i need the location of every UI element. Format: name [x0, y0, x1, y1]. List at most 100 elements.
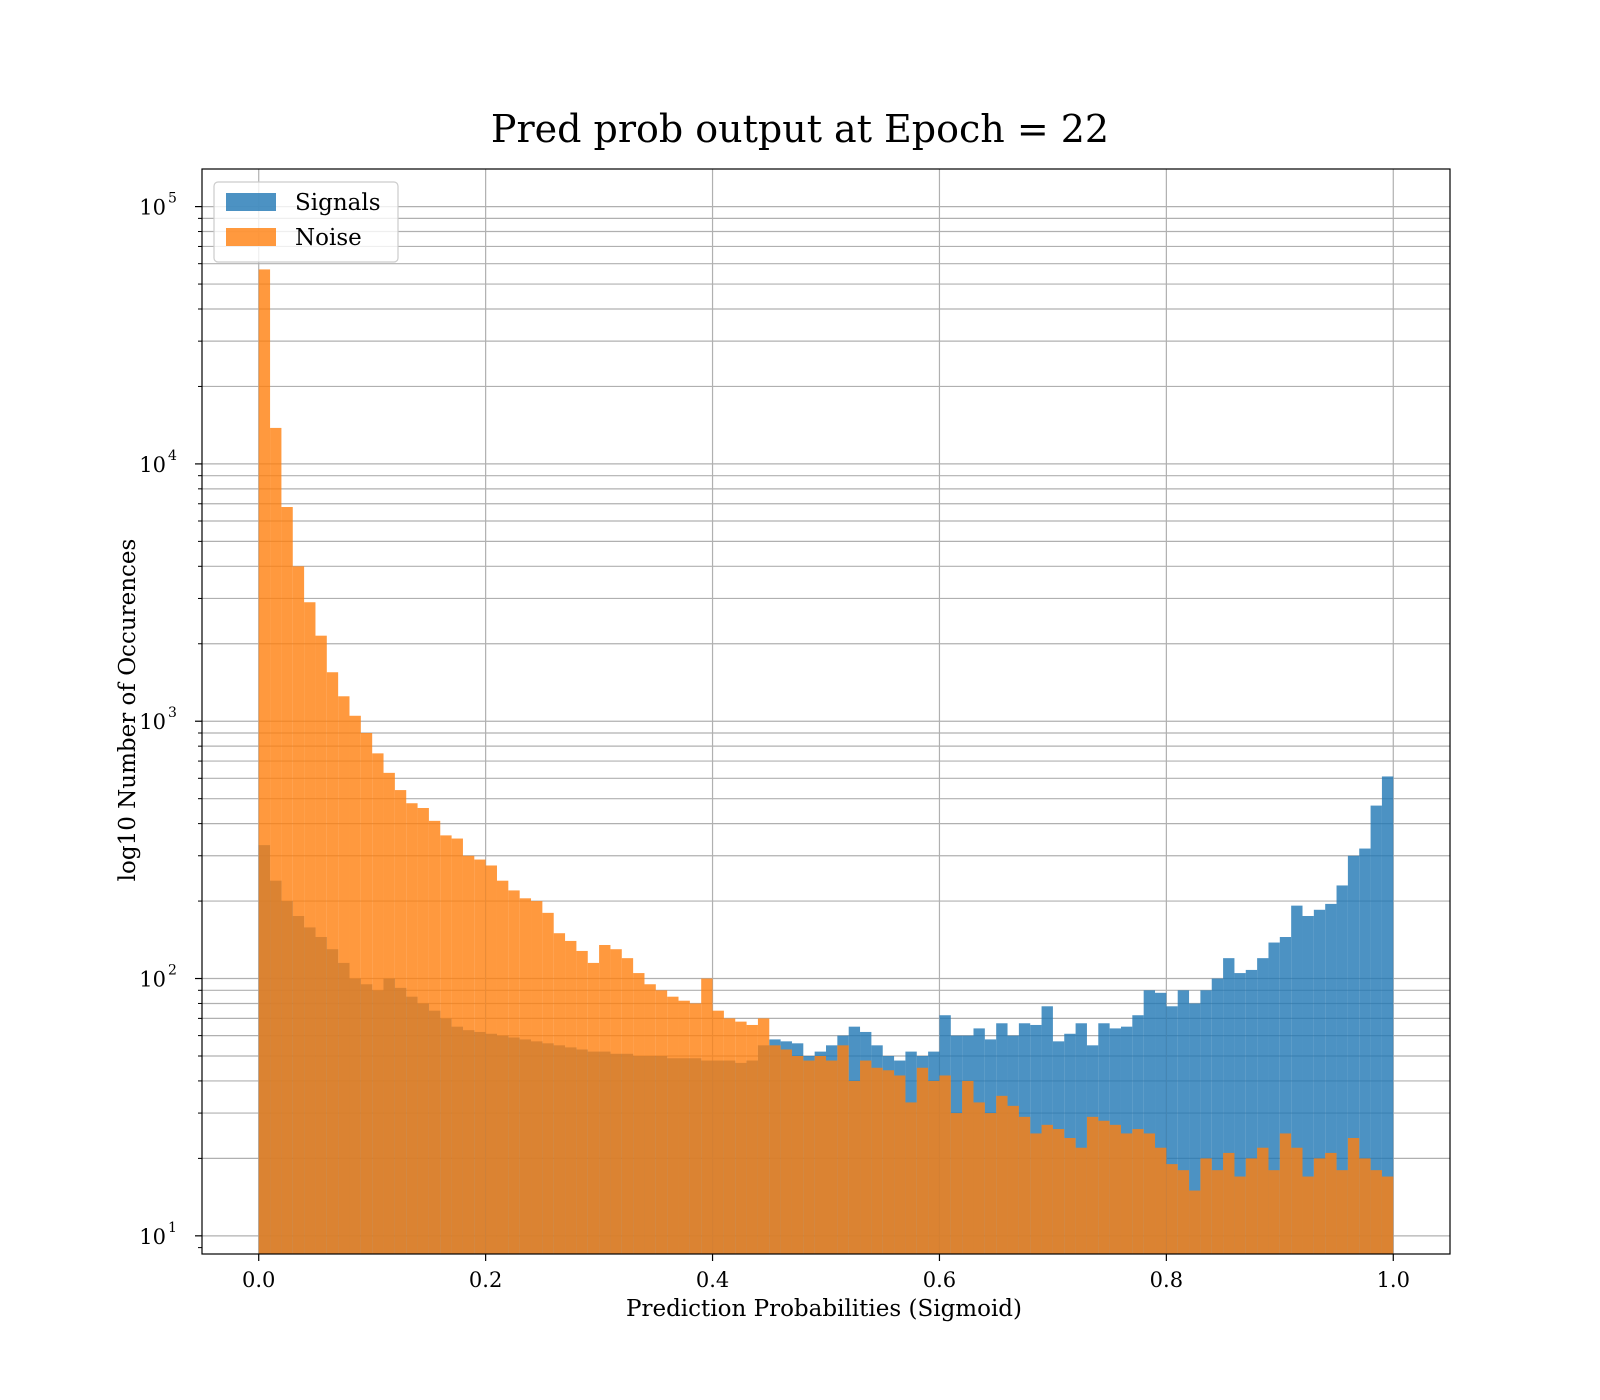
noise-bar — [1177, 1170, 1190, 1254]
noise-bar — [1325, 1152, 1337, 1254]
signals-bar — [1189, 1003, 1201, 1254]
noise-bar — [553, 933, 566, 1254]
x-tick-label: 0.0 — [242, 1268, 275, 1292]
plot-frame — [201, 168, 1451, 1255]
signals-bar — [1155, 992, 1167, 1254]
legend: Signals Noise — [213, 181, 399, 263]
noise-bar — [440, 835, 452, 1254]
signals-bar — [1166, 1006, 1178, 1254]
noise-bar — [474, 859, 486, 1254]
noise-bar — [576, 950, 588, 1254]
noise-bar — [542, 912, 554, 1254]
noise-bar — [689, 1003, 702, 1254]
noise-bar — [349, 715, 361, 1254]
signals-bar — [1075, 1023, 1087, 1254]
signals-bar — [1325, 903, 1337, 1254]
legend-swatch-noise — [226, 228, 276, 246]
noise-bar — [928, 1080, 940, 1254]
noise-bar — [621, 958, 634, 1254]
y-tick-label: 10 — [139, 453, 166, 477]
noise-bar — [1086, 1116, 1099, 1254]
noise-bar — [326, 672, 339, 1254]
noise-bar — [1223, 1152, 1235, 1254]
noise-bar — [428, 820, 441, 1254]
signals-bar — [1223, 958, 1235, 1254]
noise-bar — [780, 1049, 792, 1254]
signals-bar — [1279, 937, 1292, 1254]
noise-bar — [304, 602, 316, 1254]
noise-bar — [383, 772, 395, 1254]
noise-bar — [633, 973, 645, 1254]
signals-bar — [1291, 905, 1303, 1254]
noise-bar — [814, 1055, 826, 1254]
y-tick-exponent: 3 — [168, 705, 177, 721]
noise-bar — [1370, 1170, 1382, 1254]
noise-bar — [315, 635, 327, 1254]
signals-bar — [1336, 885, 1348, 1254]
noise-bar — [1291, 1147, 1303, 1254]
noise-bar — [894, 1075, 906, 1254]
noise-bar — [406, 803, 418, 1254]
noise-bar — [1234, 1176, 1246, 1254]
noise-bar — [451, 838, 463, 1254]
noise-bar — [905, 1102, 917, 1254]
x-tick-label: 0.8 — [1150, 1268, 1183, 1292]
noise-bar — [644, 984, 656, 1254]
y-axis-label: log10 Number of Occurences — [115, 539, 141, 882]
noise-bar — [803, 1060, 815, 1254]
legend-label-noise: Noise — [295, 225, 362, 251]
noise-bar — [1120, 1133, 1133, 1254]
noise-bar — [292, 566, 305, 1254]
noise-bar — [587, 962, 600, 1254]
noise-bar — [735, 1021, 747, 1254]
noise-bar — [1211, 1170, 1224, 1254]
noise-bar — [417, 807, 429, 1254]
noise-bar — [565, 940, 577, 1254]
noise-bar — [394, 790, 407, 1254]
signals-bar — [1313, 909, 1326, 1254]
noise-bar — [1098, 1120, 1110, 1254]
noise-bar — [1018, 1116, 1031, 1254]
noise-bar — [531, 901, 543, 1254]
noise-bar — [848, 1080, 861, 1254]
y-tick-exponent: 1 — [168, 1220, 177, 1236]
bars — [258, 269, 1394, 1255]
noise-bar — [1155, 1147, 1167, 1254]
noise-bar — [1007, 1105, 1019, 1254]
noise-bar — [769, 1045, 781, 1254]
noise-bar — [372, 753, 384, 1254]
noise-bar — [485, 865, 497, 1254]
signals-bar — [1257, 958, 1269, 1254]
x-tick-label: 0.6 — [923, 1268, 956, 1292]
y-tick-label: 10 — [139, 710, 166, 734]
noise-bar — [984, 1113, 997, 1254]
noise-bar — [973, 1102, 985, 1254]
noise-bar — [1166, 1164, 1178, 1254]
noise-bar — [599, 944, 611, 1254]
noise-bar — [1200, 1158, 1212, 1254]
noise-bar — [281, 507, 293, 1254]
noise-bar — [939, 1075, 951, 1254]
noise-bar — [1336, 1170, 1348, 1254]
noise-bar — [1359, 1158, 1371, 1254]
noise-bar — [1245, 1158, 1258, 1254]
noise-bar — [1313, 1158, 1326, 1254]
noise-bar — [860, 1060, 872, 1254]
legend-label-signals: Signals — [295, 190, 381, 216]
noise-bar — [462, 855, 475, 1254]
signals-bar — [1234, 973, 1246, 1254]
noise-bar — [1064, 1138, 1076, 1254]
noise-bar — [1052, 1129, 1065, 1254]
y-tick-exponent: 2 — [168, 963, 177, 979]
noise-bar — [962, 1080, 974, 1254]
signals-bar — [1177, 990, 1190, 1254]
x-axis-label: Prediction Probabilities (Sigmoid) — [626, 1296, 1022, 1322]
noise-bar — [610, 949, 622, 1254]
noise-bar — [882, 1070, 895, 1254]
noise-bar — [1347, 1138, 1360, 1254]
signals-bar — [1245, 969, 1258, 1254]
noise-bar — [508, 890, 520, 1254]
noise-bar — [1075, 1147, 1087, 1254]
noise-bar — [270, 427, 282, 1254]
